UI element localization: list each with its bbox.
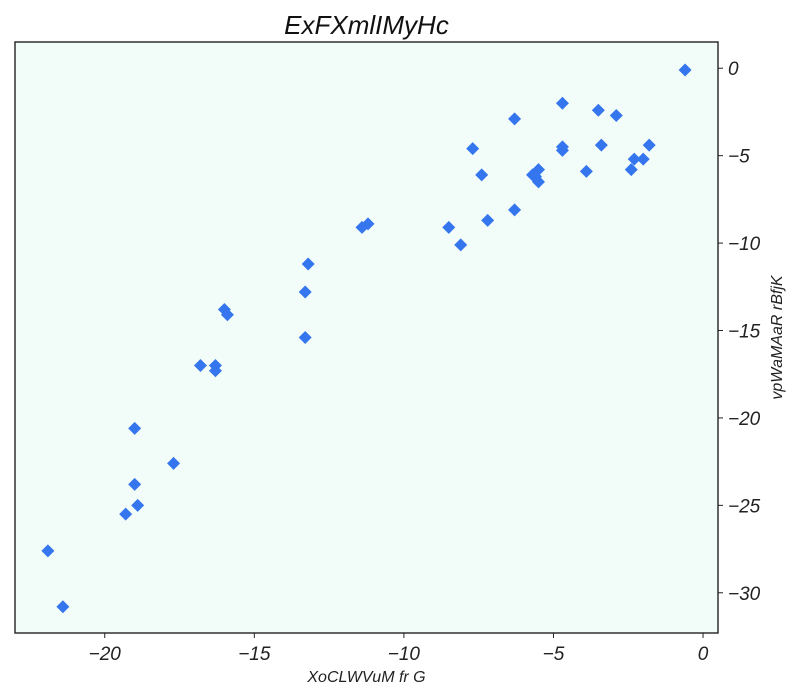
plot-area: [15, 42, 718, 633]
data-point: [119, 507, 133, 521]
data-point: [41, 544, 55, 558]
y-tick-label: 0: [728, 59, 739, 80]
data-point: [220, 308, 234, 322]
data-point: [579, 164, 593, 178]
x-tick-label: −15: [238, 644, 271, 665]
data-point: [361, 217, 375, 231]
data-point: [193, 358, 207, 372]
data-point: [508, 112, 522, 126]
x-tick-label: −5: [543, 644, 565, 665]
data-point: [466, 142, 480, 156]
y-tick-label: −25: [728, 496, 761, 517]
data-point: [442, 220, 456, 234]
data-point: [298, 285, 312, 299]
data-point: [481, 213, 495, 227]
data-point: [532, 175, 546, 189]
data-point: [208, 364, 222, 378]
data-point: [56, 600, 70, 614]
data-point: [636, 152, 650, 166]
data-point: [131, 498, 145, 512]
x-tick-label: 0: [698, 644, 709, 665]
y-tick-label: −5: [728, 147, 750, 168]
x-axis-ticks: −20 −15 −10 −5 0: [89, 633, 709, 665]
data-point: [555, 96, 569, 110]
y-tick-label: −15: [728, 322, 761, 343]
y-tick-label: −30: [728, 584, 761, 605]
y-tick-label: −10: [728, 234, 761, 255]
x-tick-label: −20: [89, 644, 122, 665]
plot-frame: [14, 41, 719, 634]
chart-title: ExFXmlIMyHc: [284, 10, 449, 40]
data-point: [128, 421, 142, 435]
data-point: [298, 331, 312, 344]
data-point: [627, 152, 641, 166]
y-tick-label: −20: [728, 409, 761, 430]
data-points: [41, 63, 692, 614]
data-point: [624, 163, 638, 177]
data-point: [591, 103, 605, 117]
y-axis-ticks: 0 −5 −10 −15 −20 −25 −30: [718, 59, 761, 605]
data-point: [594, 138, 608, 152]
data-point: [609, 108, 623, 122]
data-point: [454, 238, 468, 252]
x-tick-label: −10: [388, 644, 421, 665]
data-point: [555, 143, 569, 157]
data-point: [678, 63, 692, 77]
data-point: [128, 477, 142, 491]
data-point: [301, 257, 315, 271]
data-point: [508, 203, 522, 217]
data-point: [167, 456, 181, 470]
data-point: [642, 138, 656, 152]
y-axis-label: vpWaMAaR rBfjK: [769, 274, 786, 400]
x-axis-label: XoCLWVuM fr G: [306, 669, 425, 686]
data-point: [475, 168, 489, 182]
